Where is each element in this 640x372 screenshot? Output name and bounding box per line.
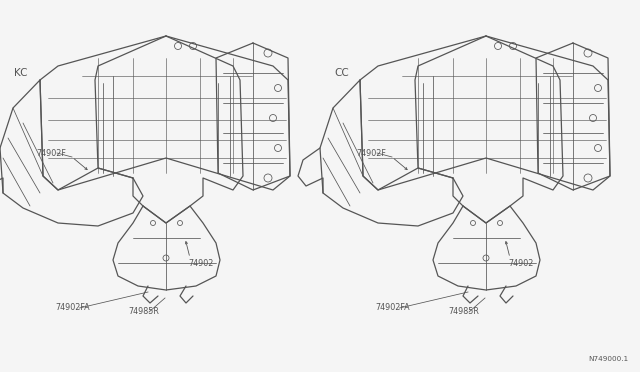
Text: 74985R: 74985R: [128, 308, 159, 317]
Text: 74902FA: 74902FA: [375, 304, 410, 312]
Text: 74902: 74902: [188, 259, 213, 267]
Text: 74902: 74902: [508, 259, 533, 267]
Text: 74902FA: 74902FA: [55, 304, 90, 312]
Text: N749000.1: N749000.1: [588, 356, 628, 362]
Text: 74902F: 74902F: [356, 148, 386, 157]
Text: 74985R: 74985R: [448, 308, 479, 317]
Text: KC: KC: [14, 68, 28, 78]
Text: 74902F: 74902F: [36, 148, 66, 157]
Text: CC: CC: [334, 68, 349, 78]
